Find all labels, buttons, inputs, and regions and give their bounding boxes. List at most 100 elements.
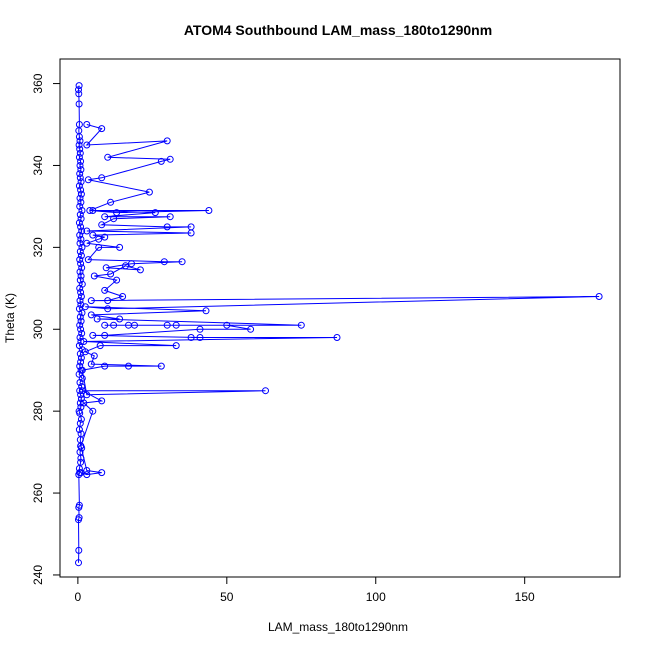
data-point	[78, 207, 86, 214]
data-point	[107, 270, 115, 278]
data-point	[76, 145, 84, 153]
data-point	[297, 321, 305, 329]
data-point	[107, 198, 115, 206]
data-point	[116, 315, 124, 323]
data-point	[163, 223, 171, 231]
data-point	[77, 358, 85, 366]
y-tick-label: 340	[31, 155, 45, 175]
data-point	[76, 313, 84, 321]
data-point	[160, 258, 168, 266]
data-point	[77, 260, 85, 268]
y-axis: 240 260 280 300 320 340 360	[31, 73, 61, 585]
data-point	[77, 415, 85, 423]
x-tick-label: 100	[366, 590, 386, 604]
data-point	[166, 213, 174, 221]
data-point	[76, 239, 84, 247]
data-point	[77, 166, 85, 174]
x-tick-label: 150	[515, 590, 535, 604]
data-point	[89, 407, 97, 415]
chart-title: ATOM4 Southbound LAM_mass_180to1290nm	[184, 22, 492, 38]
data-point	[98, 397, 106, 405]
x-tick-label: 50	[220, 590, 234, 604]
data-point	[75, 514, 83, 522]
data-point	[101, 213, 109, 221]
y-tick-label: 240	[31, 565, 45, 585]
data-point	[136, 266, 144, 274]
data-point	[196, 325, 204, 333]
data-point	[98, 469, 106, 477]
data-point	[76, 256, 84, 264]
data-point	[78, 227, 86, 235]
data-point	[86, 207, 94, 214]
data-point	[77, 235, 85, 243]
data-point	[83, 467, 91, 474]
data-point	[75, 305, 83, 313]
data-point	[77, 458, 85, 466]
data-point	[101, 286, 109, 294]
data-point	[205, 207, 213, 214]
data-point	[76, 194, 84, 202]
data-point	[96, 342, 104, 350]
data-point	[83, 239, 91, 247]
data-point	[110, 321, 118, 329]
data-point	[80, 338, 88, 345]
data-point	[595, 293, 603, 300]
data-point	[76, 202, 84, 210]
x-axis-label: LAM_mass_180to1290nm	[268, 620, 408, 634]
data-point	[87, 297, 95, 305]
data-point	[77, 223, 85, 231]
data-point	[76, 419, 84, 427]
data-point	[145, 188, 153, 196]
data-point	[76, 334, 84, 341]
data-point	[102, 264, 110, 272]
data-point	[178, 258, 186, 266]
data-point	[202, 307, 210, 315]
data-point	[76, 379, 84, 386]
data-point	[122, 262, 129, 270]
data-point	[163, 137, 171, 145]
data-point	[77, 325, 85, 333]
data-point	[113, 276, 121, 284]
data-point	[83, 227, 91, 235]
data-point	[157, 157, 165, 165]
y-tick-label: 280	[31, 401, 45, 421]
data-point	[95, 235, 103, 243]
data-point	[104, 297, 112, 305]
data-point	[104, 305, 112, 313]
data-point	[89, 231, 97, 239]
data-point	[75, 121, 83, 128]
data-point	[333, 334, 341, 341]
data-point	[78, 329, 86, 337]
data-point	[84, 176, 92, 184]
data-point	[75, 342, 83, 350]
data-point	[77, 190, 85, 198]
data-point	[116, 243, 124, 251]
data-point	[76, 162, 84, 169]
data-point	[77, 272, 85, 280]
data-point	[75, 153, 83, 161]
data-point	[172, 342, 180, 350]
data-point	[113, 209, 121, 217]
data-point	[76, 321, 84, 329]
data-point	[75, 182, 83, 190]
data-point	[151, 209, 159, 217]
data-point	[83, 121, 91, 128]
data-point	[76, 149, 84, 157]
data-point	[157, 362, 165, 370]
data-point	[83, 141, 91, 149]
data-point	[187, 223, 195, 231]
data-point	[90, 352, 98, 360]
data-point	[75, 82, 83, 90]
data-point	[76, 137, 84, 145]
data-point	[84, 256, 92, 264]
data-point	[101, 362, 109, 370]
y-tick-label: 260	[31, 483, 45, 503]
data-point	[87, 311, 95, 319]
data-point	[77, 301, 85, 309]
data-point	[75, 141, 83, 149]
data-point	[163, 321, 171, 329]
data-point	[223, 321, 231, 329]
data-point	[89, 331, 97, 339]
